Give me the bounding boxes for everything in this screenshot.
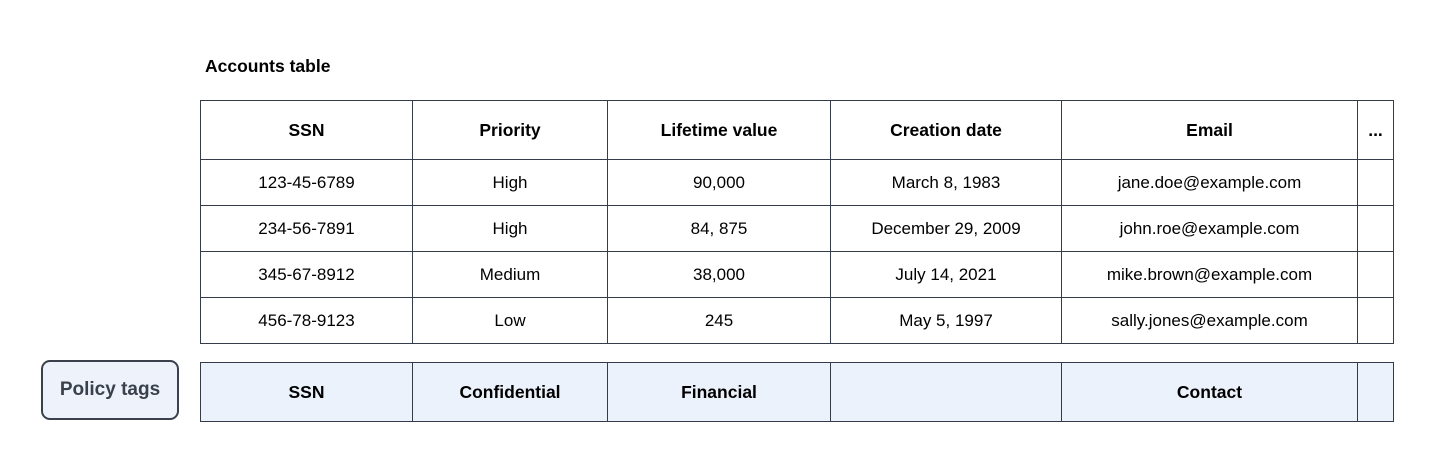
cell-email: mike.brown@example.com xyxy=(1061,251,1358,298)
table-row: 234-56-7891 High 84, 875 December 29, 20… xyxy=(200,205,1394,252)
policy-tag-financial: Financial xyxy=(607,362,831,422)
cell-email: jane.doe@example.com xyxy=(1061,159,1358,206)
column-header-more-ellipsis[interactable]: ... xyxy=(1357,100,1394,160)
column-header-priority: Priority xyxy=(412,100,608,160)
table-row: 123-45-6789 High 90,000 March 8, 1983 ja… xyxy=(200,159,1394,206)
cell-creation-date: March 8, 1983 xyxy=(830,159,1062,206)
cell-lifetime-value: 84, 875 xyxy=(607,205,831,252)
table-row: 345-67-8912 Medium 38,000 July 14, 2021 … xyxy=(200,251,1394,298)
cell-creation-date: July 14, 2021 xyxy=(830,251,1062,298)
column-header-ssn: SSN xyxy=(200,100,413,160)
cell-lifetime-value: 90,000 xyxy=(607,159,831,206)
policy-tag-empty-more xyxy=(1357,362,1394,422)
policy-tag-contact: Contact xyxy=(1061,362,1358,422)
cell-priority: High xyxy=(412,159,608,206)
policy-tags-row: SSN Confidential Financial Contact xyxy=(200,362,1394,422)
cell-email: sally.jones@example.com xyxy=(1061,297,1358,344)
accounts-table: SSN Priority Lifetime value Creation dat… xyxy=(200,100,1394,344)
cell-creation-date: May 5, 1997 xyxy=(830,297,1062,344)
table-row: 456-78-9123 Low 245 May 5, 1997 sally.jo… xyxy=(200,297,1394,344)
column-header-creation-date: Creation date xyxy=(830,100,1062,160)
accounts-table-title: Accounts table xyxy=(205,56,331,76)
cell-more xyxy=(1357,251,1394,298)
cell-creation-date: December 29, 2009 xyxy=(830,205,1062,252)
column-header-email: Email xyxy=(1061,100,1358,160)
cell-ssn: 123-45-6789 xyxy=(200,159,413,206)
policy-tags-button[interactable]: Policy tags xyxy=(41,360,179,420)
cell-ssn: 456-78-9123 xyxy=(200,297,413,344)
cell-priority: Medium xyxy=(412,251,608,298)
cell-lifetime-value: 245 xyxy=(607,297,831,344)
policy-tag-confidential: Confidential xyxy=(412,362,608,422)
policy-tag-empty xyxy=(830,362,1062,422)
cell-more xyxy=(1357,159,1394,206)
policy-tag-ssn: SSN xyxy=(200,362,413,422)
cell-ssn: 234-56-7891 xyxy=(200,205,413,252)
cell-priority: Low xyxy=(412,297,608,344)
cell-priority: High xyxy=(412,205,608,252)
column-header-lifetime-value: Lifetime value xyxy=(607,100,831,160)
cell-ssn: 345-67-8912 xyxy=(200,251,413,298)
accounts-header-row: SSN Priority Lifetime value Creation dat… xyxy=(200,100,1394,160)
cell-more xyxy=(1357,297,1394,344)
cell-lifetime-value: 38,000 xyxy=(607,251,831,298)
cell-email: john.roe@example.com xyxy=(1061,205,1358,252)
cell-more xyxy=(1357,205,1394,252)
